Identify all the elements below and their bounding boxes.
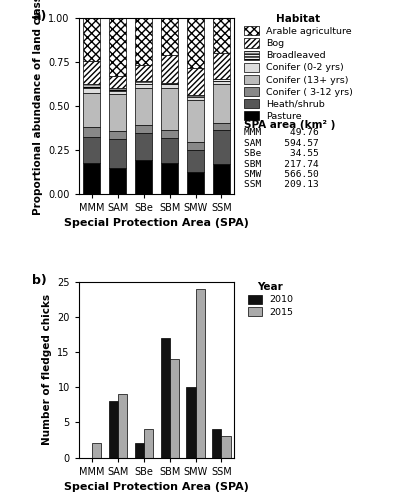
Bar: [109, 139, 126, 168]
Bar: [109, 76, 126, 88]
Bar: [161, 138, 178, 162]
Bar: [213, 164, 230, 194]
Bar: [109, 88, 126, 90]
Bar: [213, 79, 230, 81]
Y-axis label: Number of fledged chicks: Number of fledged chicks: [42, 294, 52, 445]
Bar: [135, 88, 152, 125]
Bar: [161, 82, 178, 84]
Bar: [187, 142, 204, 150]
Bar: [135, 125, 152, 133]
Bar: [84, 93, 100, 126]
Bar: [84, 84, 100, 88]
Bar: [161, 130, 178, 138]
Bar: [135, 133, 152, 160]
Bar: [109, 18, 126, 76]
Bar: [187, 172, 204, 194]
Bar: [169, 359, 178, 458]
Bar: [160, 338, 169, 458]
Bar: [213, 81, 230, 84]
Bar: [187, 150, 204, 172]
Bar: [84, 88, 100, 93]
Bar: [161, 18, 178, 56]
Bar: [135, 81, 152, 84]
Bar: [109, 90, 126, 94]
Bar: [109, 131, 126, 139]
Y-axis label: Proportional abundance of land class: Proportional abundance of land class: [33, 0, 43, 216]
X-axis label: Special Protection Area (SPA): Special Protection Area (SPA): [64, 482, 249, 492]
Bar: [109, 401, 118, 458]
Bar: [109, 94, 126, 131]
Bar: [135, 84, 152, 88]
Text: SPA area (km² ): SPA area (km² ): [244, 120, 335, 130]
Legend: 2010, 2015: 2010, 2015: [244, 278, 297, 320]
Bar: [213, 18, 230, 52]
Text: b): b): [32, 274, 47, 287]
Bar: [213, 130, 230, 164]
Legend: Arable agriculture, Bog, Broadleaved, Conifer (0-2 yrs), Conifer (13+ yrs), Coni: Arable agriculture, Bog, Broadleaved, Co…: [244, 14, 353, 121]
Bar: [84, 162, 100, 194]
Bar: [84, 137, 100, 162]
Bar: [221, 436, 230, 458]
Bar: [187, 18, 204, 68]
Bar: [161, 162, 178, 194]
Bar: [195, 288, 204, 458]
Bar: [118, 394, 127, 458]
Bar: [187, 68, 204, 95]
Bar: [144, 430, 153, 458]
Bar: [187, 96, 204, 100]
Bar: [161, 56, 178, 82]
Bar: [161, 84, 178, 88]
Bar: [84, 60, 100, 84]
Bar: [135, 160, 152, 194]
Bar: [84, 18, 100, 60]
Bar: [212, 430, 221, 458]
Bar: [186, 387, 195, 458]
Bar: [135, 18, 152, 65]
Bar: [135, 444, 144, 458]
Bar: [135, 65, 152, 81]
Text: MMM     49.76
SAM    594.57
SBe     34.55
SBM    217.74
SMW    566.50
SSM    209: MMM 49.76 SAM 594.57 SBe 34.55 SBM 217.7…: [244, 128, 318, 190]
Bar: [161, 88, 178, 130]
Text: a): a): [32, 10, 46, 24]
Bar: [187, 95, 204, 96]
Bar: [213, 52, 230, 79]
Bar: [92, 444, 101, 458]
Bar: [109, 168, 126, 194]
Bar: [213, 123, 230, 130]
Bar: [84, 126, 100, 137]
Bar: [213, 84, 230, 123]
X-axis label: Special Protection Area (SPA): Special Protection Area (SPA): [64, 218, 249, 228]
Bar: [187, 100, 204, 142]
